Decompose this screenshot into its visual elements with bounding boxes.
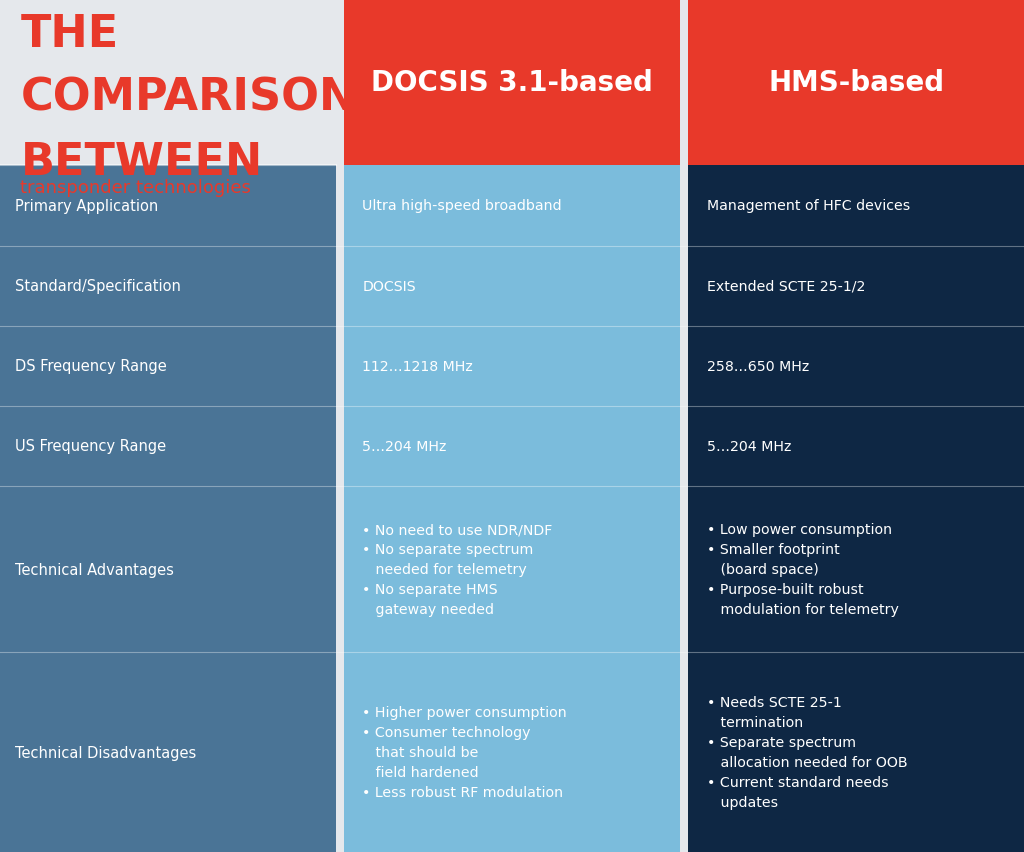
Bar: [0, 246, 336, 326]
Text: 258…650 MHz: 258…650 MHz: [707, 360, 809, 373]
Text: • No need to use NDR/NDF
• No separate spectrum
   needed for telemetry
• No sep: • No need to use NDR/NDF • No separate s…: [362, 522, 553, 617]
Text: Technical Advantages: Technical Advantages: [15, 562, 174, 577]
Text: 112…1218 MHz: 112…1218 MHz: [362, 360, 473, 373]
Text: Management of HFC devices: Management of HFC devices: [707, 199, 909, 213]
Text: Technical Disadvantages: Technical Disadvantages: [15, 745, 197, 760]
Text: transponder technologies: transponder technologies: [20, 179, 251, 197]
Text: 5…204 MHz: 5…204 MHz: [707, 440, 791, 453]
Text: Ultra high-speed broadband: Ultra high-speed broadband: [362, 199, 562, 213]
Text: DOCSIS: DOCSIS: [362, 279, 416, 293]
Bar: [344, 326, 680, 406]
Text: DS Frequency Range: DS Frequency Range: [15, 359, 167, 374]
Text: HMS-based: HMS-based: [768, 69, 944, 97]
Text: Primary Application: Primary Application: [15, 199, 159, 214]
Text: Standard/Specification: Standard/Specification: [15, 279, 181, 294]
Bar: [0, 166, 336, 246]
Text: US Frequency Range: US Frequency Range: [15, 439, 167, 454]
Text: • Needs SCTE 25-1
   termination
• Separate spectrum
   allocation needed for OO: • Needs SCTE 25-1 termination • Separate…: [707, 695, 907, 809]
Text: COMPARISON: COMPARISON: [20, 77, 356, 119]
Text: • Higher power consumption
• Consumer technology
   that should be
   field hard: • Higher power consumption • Consumer te…: [362, 705, 567, 799]
Bar: [0, 406, 336, 486]
Bar: [688, 486, 1024, 653]
Bar: [688, 406, 1024, 486]
Bar: [688, 0, 1024, 166]
Bar: [688, 246, 1024, 326]
Bar: [0, 486, 336, 653]
Text: • Low power consumption
• Smaller footprint
   (board space)
• Purpose-built rob: • Low power consumption • Smaller footpr…: [707, 522, 898, 617]
Bar: [688, 166, 1024, 246]
Bar: [344, 486, 680, 653]
Text: DOCSIS 3.1-based: DOCSIS 3.1-based: [371, 69, 653, 97]
Bar: [344, 166, 680, 246]
Bar: [344, 246, 680, 326]
Text: Extended SCTE 25-1/2: Extended SCTE 25-1/2: [707, 279, 865, 293]
Bar: [688, 326, 1024, 406]
Text: THE: THE: [20, 13, 119, 55]
Bar: [0, 326, 336, 406]
Bar: [0, 653, 336, 852]
Bar: [344, 406, 680, 486]
Bar: [344, 0, 680, 166]
Bar: [688, 653, 1024, 852]
Text: BETWEEN: BETWEEN: [20, 141, 263, 183]
Text: 5…204 MHz: 5…204 MHz: [362, 440, 446, 453]
Bar: [344, 653, 680, 852]
